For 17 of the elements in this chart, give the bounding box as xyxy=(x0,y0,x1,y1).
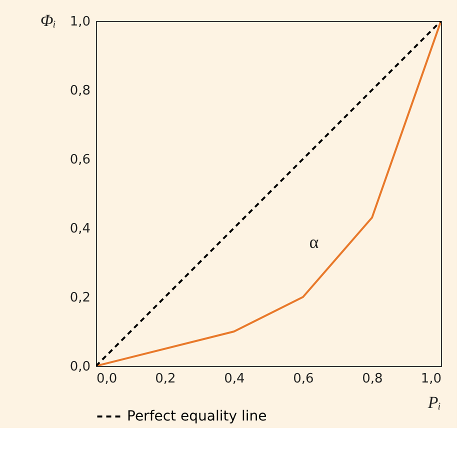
x-tick-label: 1,0 xyxy=(420,372,442,386)
y-tick-label: 0,6 xyxy=(70,152,90,168)
legend-label: Perfect equality line xyxy=(127,408,267,424)
x-tick-label: 0,4 xyxy=(224,372,245,386)
x-tick-label: 0,6 xyxy=(293,372,314,386)
y-tick-label: 0,4 xyxy=(70,222,90,236)
x-tick-label: 0,2 xyxy=(155,372,176,386)
x-tick-label: 0,0 xyxy=(96,372,118,386)
x-axis-title: Pᵢ xyxy=(426,393,441,412)
y-tick-label: 1,0 xyxy=(70,14,90,30)
y-tick-label: 0,2 xyxy=(70,290,90,306)
y-axis-title: Φᵢ xyxy=(40,11,56,30)
line-series xyxy=(96,21,441,366)
y-tick-label: 0,8 xyxy=(70,84,90,98)
annotation: α xyxy=(309,232,320,252)
x-tick-label: 0,8 xyxy=(362,372,383,386)
y-tick-label: 0,0 xyxy=(70,360,90,374)
